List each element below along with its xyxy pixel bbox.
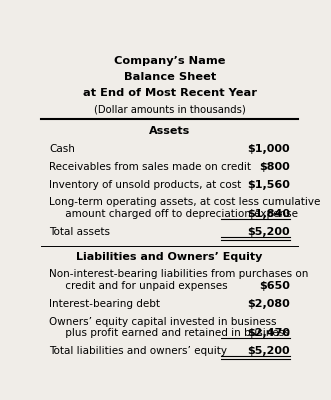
Text: Balance Sheet: Balance Sheet xyxy=(123,72,216,82)
Text: Total assets: Total assets xyxy=(49,227,110,237)
Text: Receivables from sales made on credit: Receivables from sales made on credit xyxy=(49,162,251,172)
Text: plus profit earned and retained in business: plus profit earned and retained in busin… xyxy=(49,328,290,338)
Text: credit and for unpaid expenses: credit and for unpaid expenses xyxy=(49,281,228,291)
Text: Owners’ equity capital invested in business: Owners’ equity capital invested in busin… xyxy=(49,316,277,326)
Text: $1,840: $1,840 xyxy=(247,209,290,219)
Text: $1,000: $1,000 xyxy=(248,144,290,154)
Text: $800: $800 xyxy=(260,162,290,172)
Text: $2,470: $2,470 xyxy=(247,328,290,338)
Text: amount charged off to depreciation expense: amount charged off to depreciation expen… xyxy=(49,209,298,219)
Text: Liabilities and Owners’ Equity: Liabilities and Owners’ Equity xyxy=(76,252,263,262)
Text: Non-interest-bearing liabilities from purchases on: Non-interest-bearing liabilities from pu… xyxy=(49,270,308,280)
Text: Assets: Assets xyxy=(149,126,190,136)
Text: $5,200: $5,200 xyxy=(248,227,290,237)
Text: (Dollar amounts in thousands): (Dollar amounts in thousands) xyxy=(94,105,246,115)
Text: $1,560: $1,560 xyxy=(247,180,290,190)
Text: Total liabilities and owners’ equity: Total liabilities and owners’ equity xyxy=(49,346,227,356)
Text: Long-term operating assets, at cost less cumulative: Long-term operating assets, at cost less… xyxy=(49,197,320,207)
Text: Inventory of unsold products, at cost: Inventory of unsold products, at cost xyxy=(49,180,241,190)
Text: Company’s Name: Company’s Name xyxy=(114,56,225,66)
Text: at End of Most Recent Year: at End of Most Recent Year xyxy=(83,88,257,98)
Text: $5,200: $5,200 xyxy=(248,346,290,356)
Text: Interest-bearing debt: Interest-bearing debt xyxy=(49,299,160,309)
Text: $2,080: $2,080 xyxy=(248,299,290,309)
Text: $650: $650 xyxy=(259,281,290,291)
Text: Cash: Cash xyxy=(49,144,75,154)
